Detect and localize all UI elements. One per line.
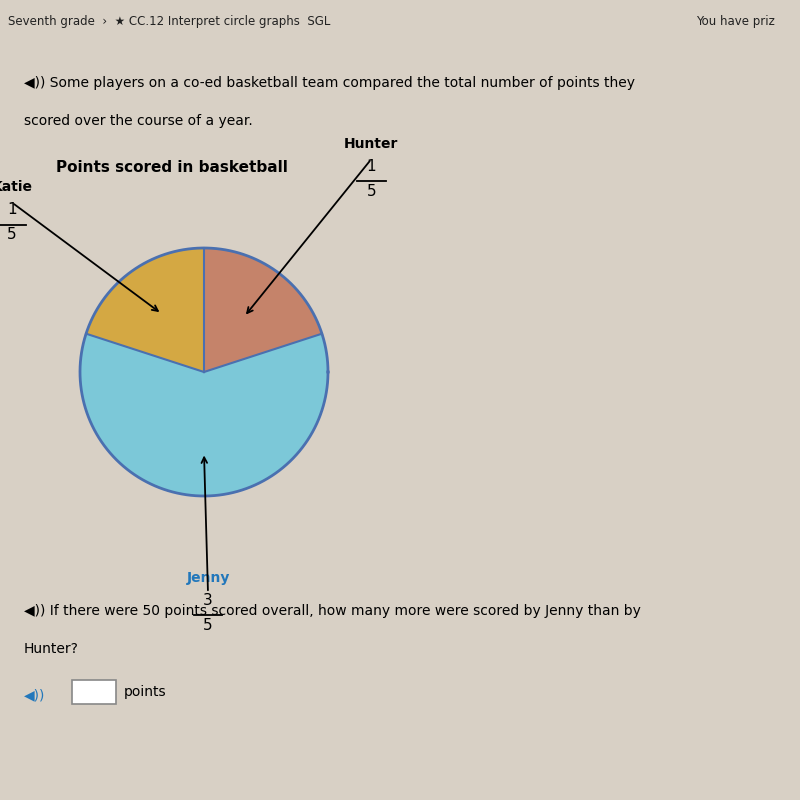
Text: Points scored in basketball: Points scored in basketball bbox=[56, 160, 288, 175]
Text: points: points bbox=[124, 685, 166, 699]
Text: Katie: Katie bbox=[0, 180, 32, 194]
Text: Seventh grade  ›  ★ CC.12 Interpret circle graphs  SGL: Seventh grade › ★ CC.12 Interpret circle… bbox=[8, 15, 330, 29]
Text: ◀)) If there were 50 points scored overall, how many more were scored by Jenny t: ◀)) If there were 50 points scored overa… bbox=[24, 604, 641, 618]
FancyBboxPatch shape bbox=[72, 680, 116, 704]
Text: 1: 1 bbox=[366, 159, 376, 174]
Polygon shape bbox=[86, 248, 204, 372]
Text: 1: 1 bbox=[7, 202, 17, 218]
Text: Jenny: Jenny bbox=[186, 571, 230, 585]
Polygon shape bbox=[204, 248, 322, 372]
Text: Hunter: Hunter bbox=[344, 137, 398, 151]
Text: You have priz: You have priz bbox=[696, 15, 775, 29]
Text: 5: 5 bbox=[203, 618, 213, 633]
Text: Hunter?: Hunter? bbox=[24, 642, 79, 656]
Text: 5: 5 bbox=[366, 184, 376, 198]
Text: ◀)) Some players on a co-ed basketball team compared the total number of points : ◀)) Some players on a co-ed basketball t… bbox=[24, 76, 635, 90]
Text: ◀)): ◀)) bbox=[24, 688, 46, 702]
Text: 3: 3 bbox=[203, 593, 213, 608]
Polygon shape bbox=[80, 334, 328, 496]
Text: scored over the course of a year.: scored over the course of a year. bbox=[24, 114, 253, 128]
Text: 5: 5 bbox=[7, 227, 17, 242]
